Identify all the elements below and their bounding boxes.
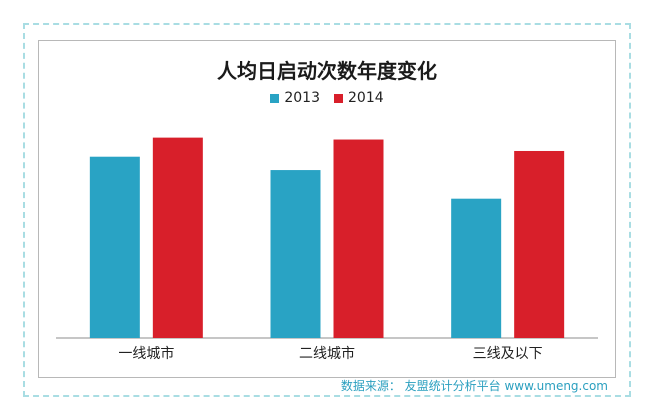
outer-dashed-frame — [23, 23, 631, 397]
source-note: 数据来源： 友盟统计分析平台 www.umeng.com — [340, 379, 608, 393]
legend: 2013 2014 — [0, 90, 654, 106]
bar-2013-1 — [89, 156, 140, 338]
bar-2014-1 — [152, 137, 203, 338]
legend-item-2014: 2014 — [334, 90, 384, 106]
bar-2014-3 — [514, 150, 565, 338]
chart-title: 人均日启动次数年度变化 — [217, 59, 437, 83]
x-tick-label: 一线城市 — [118, 345, 174, 362]
legend-swatch-2014 — [334, 93, 343, 103]
legend-label-2013: 2013 — [284, 90, 320, 106]
legend-label-2014: 2014 — [348, 90, 384, 106]
x-tick-label: 三线及以下 — [473, 346, 543, 362]
bar-2014-2 — [333, 139, 384, 338]
bar-2013-3 — [451, 198, 502, 338]
bar-2013-2 — [270, 170, 321, 338]
legend-swatch-2013 — [270, 93, 280, 103]
x-tick-label: 二线城市 — [299, 345, 355, 362]
legend-item-2013: 2013 — [270, 90, 320, 106]
